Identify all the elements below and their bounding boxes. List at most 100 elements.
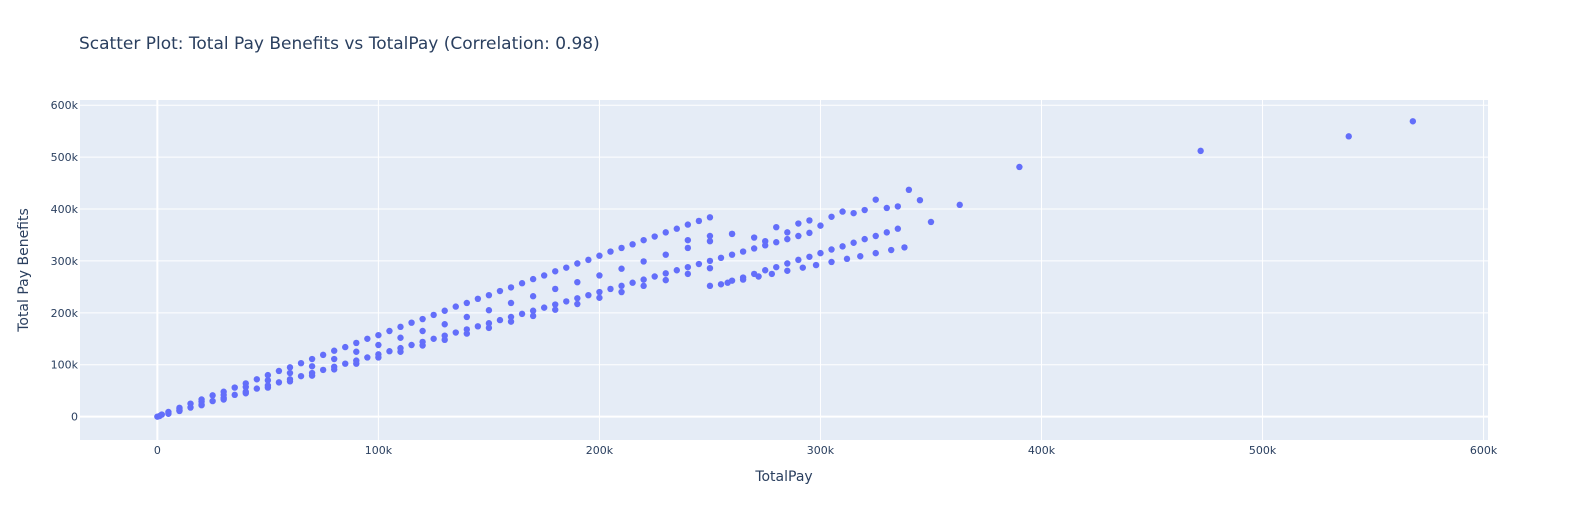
data-point — [762, 267, 769, 274]
data-point — [330, 347, 338, 354]
data-point — [1197, 147, 1204, 155]
x-tick-label: 100k — [365, 444, 393, 457]
data-point — [662, 251, 669, 258]
y-axis-ticks: 0 100k 200k 300k 400k 500k 600k — [51, 99, 79, 423]
data-point — [684, 244, 692, 252]
data-point — [507, 284, 515, 291]
plot-area — [80, 100, 1488, 440]
y-tick-label: 500k — [51, 151, 79, 164]
data-point — [364, 354, 371, 361]
data-point — [651, 233, 658, 240]
x-tick-label: 400k — [1028, 444, 1056, 457]
data-point — [806, 229, 813, 237]
data-point — [297, 359, 305, 367]
data-point — [585, 291, 592, 299]
y-tick-label: 200k — [51, 307, 79, 320]
data-point — [828, 258, 835, 266]
data-point — [640, 282, 647, 290]
x-tick-label: 0 — [154, 444, 161, 457]
data-point — [618, 244, 625, 252]
data-point — [850, 209, 857, 217]
data-point — [308, 355, 316, 363]
data-point — [739, 276, 747, 283]
x-tick-label: 300k — [807, 444, 835, 457]
data-point — [286, 378, 294, 385]
data-point — [198, 402, 205, 409]
data-point — [297, 372, 305, 380]
data-point — [165, 410, 172, 417]
data-point — [563, 298, 570, 305]
data-point — [275, 367, 283, 375]
data-point — [817, 222, 824, 229]
data-point — [695, 260, 703, 268]
data-point — [662, 229, 669, 236]
data-point — [607, 285, 614, 293]
data-point — [308, 372, 316, 379]
data-point — [286, 369, 294, 377]
data-point — [883, 229, 890, 236]
x-axis-title: TotalPay — [754, 469, 812, 485]
data-point — [220, 396, 227, 403]
data-point — [673, 225, 680, 232]
data-point — [264, 384, 272, 391]
data-point — [843, 255, 851, 263]
data-point — [905, 186, 913, 194]
data-point — [640, 258, 647, 265]
data-point — [463, 330, 471, 337]
data-point — [706, 237, 714, 245]
data-point — [750, 234, 758, 241]
data-point — [408, 341, 415, 349]
data-point — [596, 272, 603, 279]
data-point — [286, 364, 294, 371]
data-point — [706, 214, 714, 221]
data-point — [872, 232, 879, 240]
data-point — [485, 307, 493, 314]
data-point — [485, 291, 493, 299]
data-point — [552, 268, 559, 275]
data-point — [529, 307, 537, 314]
data-point — [397, 334, 404, 341]
data-point — [784, 229, 791, 236]
x-tick-label: 600k — [1470, 444, 1498, 457]
data-point — [857, 253, 864, 260]
data-point — [795, 256, 802, 264]
data-point — [375, 341, 382, 349]
data-point — [618, 282, 625, 290]
data-point — [156, 412, 163, 420]
data-point — [894, 225, 902, 232]
data-point — [397, 348, 404, 355]
y-tick-label: 0 — [71, 411, 78, 424]
x-tick-label: 500k — [1249, 444, 1277, 457]
data-point — [850, 239, 857, 246]
data-point — [839, 243, 846, 250]
data-point — [799, 264, 806, 271]
data-point — [474, 323, 482, 330]
data-point — [927, 218, 935, 226]
data-point — [901, 244, 908, 251]
data-point — [441, 336, 448, 344]
data-point — [684, 221, 692, 228]
data-point — [640, 236, 647, 244]
data-point — [596, 288, 603, 296]
data-point — [574, 260, 581, 267]
data-point — [724, 279, 731, 286]
data-point — [784, 260, 791, 267]
data-point — [540, 272, 548, 279]
data-point — [706, 232, 714, 240]
y-tick-label: 300k — [51, 255, 79, 268]
data-point — [662, 276, 669, 284]
data-point — [607, 248, 614, 255]
data-point — [706, 282, 714, 290]
data-point — [552, 285, 559, 293]
data-points — [154, 118, 1417, 420]
data-point — [485, 324, 493, 332]
data-point — [419, 342, 426, 349]
data-point — [1345, 133, 1352, 140]
data-point — [750, 245, 758, 252]
data-point — [806, 253, 813, 260]
x-tick-label: 200k — [586, 444, 614, 457]
data-point — [264, 377, 272, 384]
data-point — [242, 383, 249, 391]
data-point — [563, 264, 570, 271]
